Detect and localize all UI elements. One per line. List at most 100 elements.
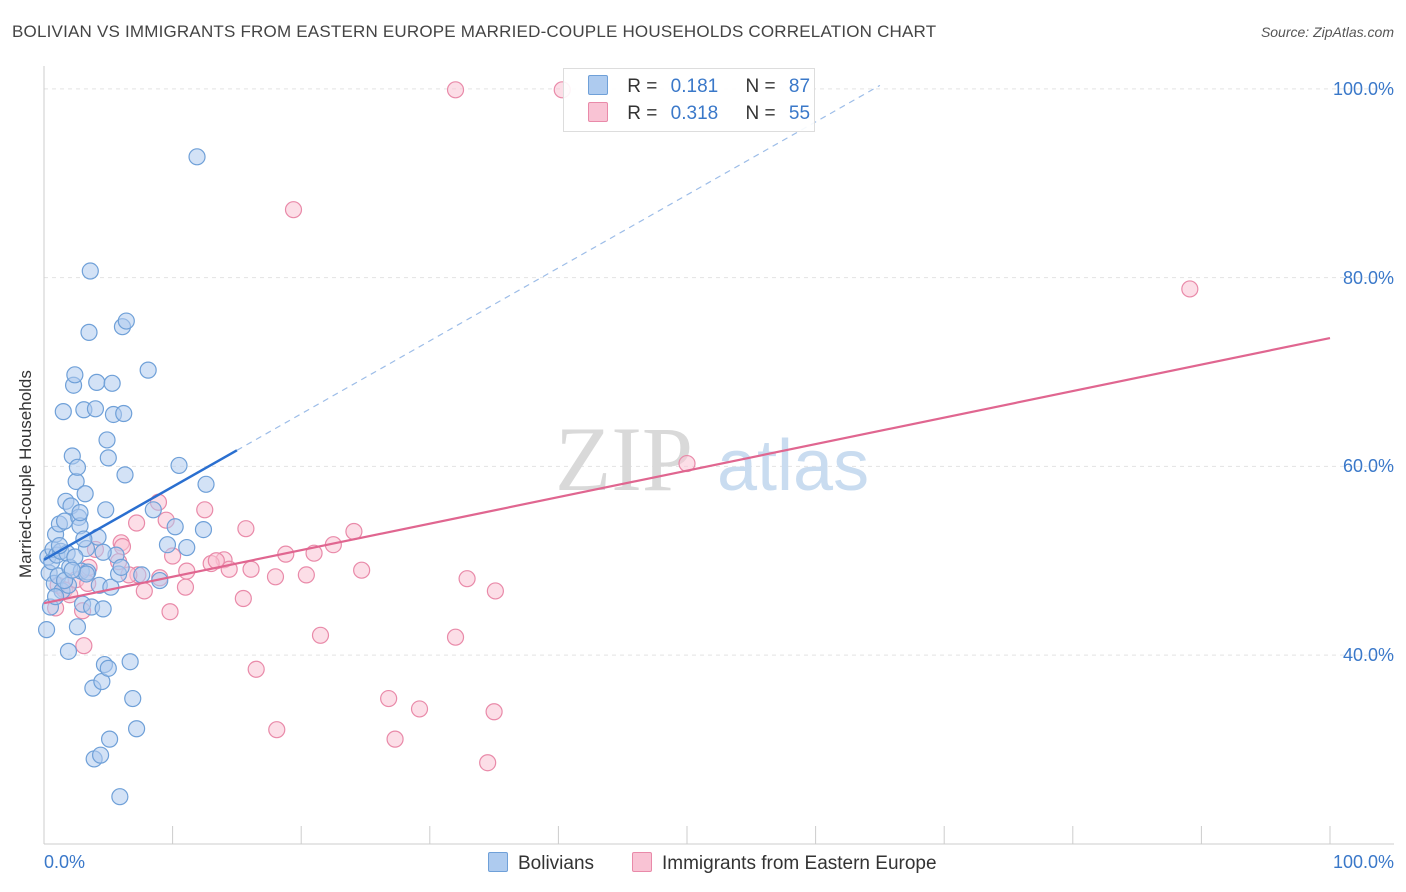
legend-n-label: N =: [745, 103, 776, 124]
bolivians-point: [68, 618, 87, 636]
bolivians-point: [124, 689, 142, 708]
eastern-europe-point: [485, 703, 503, 721]
eastern-europe-point: [458, 570, 476, 588]
legend-row-bolivians: R = 0.181 N = 87: [588, 75, 810, 99]
bolivians-point: [80, 323, 98, 341]
legend-row-eastern-europe: R = 0.318 N = 55: [588, 102, 810, 126]
y-tick-label: 100.0%: [1332, 78, 1394, 99]
eastern-europe-point: [380, 689, 398, 708]
legend-r-label: R =: [627, 103, 658, 124]
bolivians-point: [99, 449, 117, 467]
bolivians-point: [121, 653, 139, 671]
trend-lines: [43, 84, 1331, 605]
bolivians-point: [88, 373, 106, 391]
eastern-europe-point: [311, 626, 330, 644]
bolivians-point: [103, 374, 121, 392]
legend-label-bolivians: Bolivians: [518, 853, 595, 874]
bolivians-point: [98, 431, 116, 449]
eastern-europe-point: [297, 566, 315, 584]
eastern-europe-point: [176, 578, 195, 596]
eastern-europe-point: [353, 561, 371, 579]
bolivians-point: [115, 404, 133, 423]
bolivians-swatch: [488, 852, 508, 872]
eastern-europe-point: [479, 754, 497, 772]
eastern-europe-point: [1181, 280, 1199, 298]
bolivians-point: [178, 538, 196, 557]
bolivians-swatch: [588, 75, 608, 95]
stats-legend: R = 0.181 N = 87 R = 0.318 N = 55: [563, 68, 815, 132]
eastern-europe-point: [161, 603, 179, 621]
bolivians-point: [55, 512, 74, 530]
bolivians-point: [197, 475, 215, 493]
bolivians-point: [117, 312, 135, 330]
eastern-europe-point: [234, 589, 252, 608]
bolivians-point: [97, 501, 115, 519]
eastern-europe-swatch: [632, 852, 652, 872]
y-tick-label: 60.0%: [1342, 456, 1394, 477]
bolivians-point: [59, 642, 78, 660]
eastern-europe-point: [486, 582, 504, 600]
eastern-europe-point: [386, 730, 404, 748]
bolivians-point: [94, 600, 112, 618]
bolivians-point: [144, 501, 162, 519]
series-bolivians-points: [37, 148, 215, 806]
legend-item-eastern-europe[interactable]: Immigrants from Eastern Europe: [632, 852, 937, 875]
bolivians-point: [112, 558, 130, 576]
eastern-europe-point: [266, 568, 285, 586]
series-legend: Bolivians Immigrants from Eastern Europe: [0, 852, 1406, 878]
legend-r-label: R =: [627, 76, 658, 97]
eastern-europe-point: [237, 520, 255, 538]
bolivians-trend-extension: [236, 84, 881, 451]
eastern-europe-point: [135, 582, 153, 600]
eastern-europe-point: [127, 514, 146, 532]
eastern-europe-point: [247, 660, 265, 678]
bolivians-point: [68, 458, 87, 476]
bolivians-point: [71, 504, 89, 522]
eastern-europe-trend-line: [43, 336, 1331, 605]
eastern-europe-point: [446, 81, 465, 99]
bolivians-point: [194, 521, 213, 539]
y-tick-label: 80.0%: [1342, 267, 1394, 288]
bolivians-point: [116, 466, 134, 484]
eastern-europe-point: [446, 628, 465, 646]
eastern-europe-point: [284, 201, 303, 219]
bolivians-point: [54, 403, 72, 421]
x-tick-label-max: 100.0%: [1332, 852, 1394, 872]
chart-title: BOLIVIAN VS IMMIGRANTS FROM EASTERN EURO…: [12, 22, 937, 41]
watermark-zip: ZIP: [555, 408, 693, 510]
bolivians-point: [158, 536, 177, 554]
bolivians-point: [170, 456, 188, 475]
watermark: ZIP atlas: [555, 408, 869, 510]
bolivians-point: [63, 561, 81, 579]
eastern-europe-point: [410, 700, 429, 718]
eastern-europe-point: [178, 562, 196, 580]
bolivians-point: [76, 485, 94, 503]
eastern-europe-point: [196, 501, 214, 519]
bolivians-point: [127, 720, 146, 738]
bolivians-point: [94, 543, 112, 561]
bolivians-point: [100, 730, 119, 748]
bolivians-point: [133, 566, 151, 584]
legend-r-value: 0.318: [670, 103, 719, 124]
legend-label-eastern-europe: Immigrants from Eastern Europe: [662, 853, 937, 874]
bolivians-point: [81, 262, 99, 280]
eastern-europe-point: [75, 637, 93, 655]
bolivians-point: [139, 361, 157, 379]
y-axis-label: Married-couple Households: [16, 370, 35, 578]
bolivians-point: [77, 565, 96, 583]
legend-item-bolivians[interactable]: Bolivians: [488, 852, 594, 875]
eastern-europe-swatch: [588, 102, 608, 122]
bolivians-point: [66, 366, 84, 384]
legend-r-value: 0.181: [670, 76, 719, 97]
bolivians-trend-line: [43, 449, 238, 561]
bolivians-point: [37, 621, 56, 639]
legend-n-label: N =: [745, 76, 776, 97]
y-tick-label: 40.0%: [1342, 645, 1394, 666]
bolivians-point: [91, 746, 110, 764]
x-tick-label-min: 0.0%: [44, 852, 86, 872]
legend-n-value: 87: [788, 76, 811, 97]
bolivians-point: [111, 788, 129, 806]
bolivians-point: [166, 518, 184, 536]
bolivians-point: [188, 148, 206, 166]
